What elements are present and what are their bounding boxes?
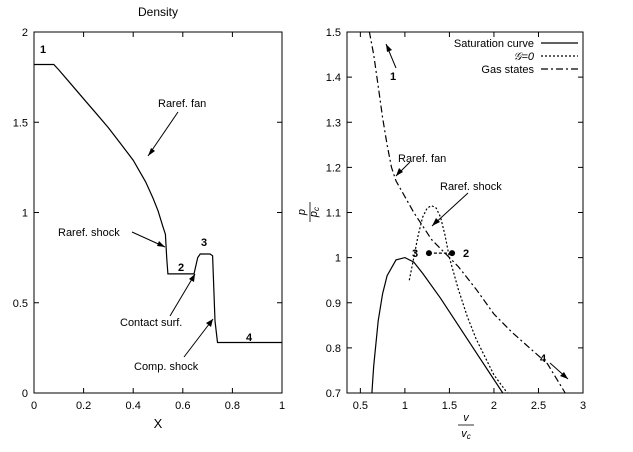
legend-saturation-label: Saturation curve	[454, 38, 534, 50]
y-tick-label: 0.8	[326, 343, 341, 355]
annotation-contact-surf: Contact surf.	[120, 317, 182, 329]
phase-annotation-arrows	[385, 43, 569, 380]
legend-gas-label: Gas states	[481, 64, 534, 76]
saturation-curve-line	[371, 256, 504, 394]
x-tick-label: 1.5	[442, 400, 457, 412]
phase-x-axis-label: v vc	[458, 412, 474, 441]
state-label-3: 3	[201, 237, 207, 249]
x-tick-label: 2	[491, 400, 497, 412]
svg-text:pc: pc	[308, 207, 321, 218]
x-tick-label: 2.5	[531, 400, 546, 412]
phase-y-axis-label: p pc	[296, 202, 321, 222]
annotation-raref-shock: Raref. shock	[440, 181, 502, 193]
x-tick-label: 1	[279, 400, 285, 412]
state-label-1: 1	[40, 44, 46, 56]
state-label-2: 2	[463, 248, 469, 260]
phase-legend: Saturation curve 𝒢=0 Gas states	[454, 38, 578, 76]
y-tick-label: 1.1	[326, 208, 341, 220]
state-label-4: 4	[540, 353, 547, 365]
density-ticks: 0 0.2 0.4 0.6 0.8 1 0 0.5 1 1.5 2	[13, 27, 285, 412]
y-tick-label: 1.3	[326, 117, 341, 129]
y-tick-label: 0	[22, 388, 28, 400]
annotation-raref-shock: Raref. shock	[58, 227, 120, 239]
x-tick-label: 0.5	[353, 400, 368, 412]
phase-ticks: 0.5 1 1.5 2 2.5 3 0.7 0.8 0.9 1 1.1 1.2 1.3 1.4 1.5	[326, 27, 586, 412]
y-tick-label: 1.2	[326, 162, 341, 174]
svg-text:p: p	[296, 209, 308, 216]
svg-text:v: v	[463, 412, 470, 424]
state-label-2: 2	[178, 262, 184, 274]
gas-states-line	[368, 31, 566, 394]
density-panel: Density 0 0.2 0.4 0.6 0.8 1 0 0.5 1 1.5 2 X Raref.…	[13, 5, 285, 431]
x-tick-label: 0.6	[175, 400, 190, 412]
legend-g0-label: 𝒢=0	[514, 51, 535, 63]
x-tick-label: 0	[31, 400, 37, 412]
x-tick-label: 0.8	[225, 400, 240, 412]
annotation-comp-shock: Comp. shock	[134, 361, 199, 373]
g-zero-curve-line	[408, 205, 508, 394]
density-title: Density	[138, 5, 178, 19]
y-tick-label: 0.5	[13, 298, 28, 310]
annotation-raref-fan: Raref. fan	[398, 153, 446, 165]
phase-panel: 0.5 1 1.5 2 2.5 3 0.7 0.8 0.9 1 1.1 1.2 1.3 1.4 1.5 p …	[296, 27, 586, 441]
state-label-4: 4	[246, 332, 253, 344]
state-label-1: 1	[390, 71, 396, 83]
state-point-3	[425, 250, 432, 257]
y-tick-label: 1	[335, 253, 341, 265]
state-label-3: 3	[412, 248, 418, 260]
annotation-raref-fan: Raref. fan	[158, 98, 206, 110]
density-x-axis-label: X	[154, 416, 163, 431]
state-point-2	[449, 250, 456, 257]
phase-plot-frame	[346, 31, 584, 394]
y-tick-label: 0.9	[326, 298, 341, 310]
y-tick-label: 1	[22, 208, 28, 220]
y-tick-label: 1.5	[326, 27, 341, 39]
y-tick-label: 1.4	[326, 72, 341, 84]
x-tick-label: 0.4	[126, 400, 141, 412]
x-tick-label: 0.2	[76, 400, 91, 412]
density-profile-line	[34, 63, 282, 344]
y-tick-label: 2	[22, 27, 28, 39]
density-annotation-arrows	[131, 111, 214, 358]
svg-text:vc: vc	[461, 428, 471, 441]
y-tick-label: 0.7	[326, 388, 341, 400]
y-tick-label: 1.5	[13, 117, 28, 129]
x-tick-label: 3	[580, 400, 586, 412]
x-tick-label: 1	[402, 400, 408, 412]
